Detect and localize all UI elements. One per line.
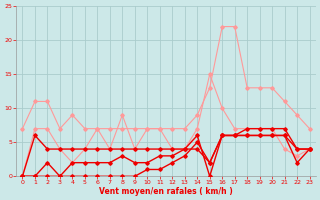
X-axis label: Vent moyen/en rafales ( km/h ): Vent moyen/en rafales ( km/h ) xyxy=(99,187,233,196)
